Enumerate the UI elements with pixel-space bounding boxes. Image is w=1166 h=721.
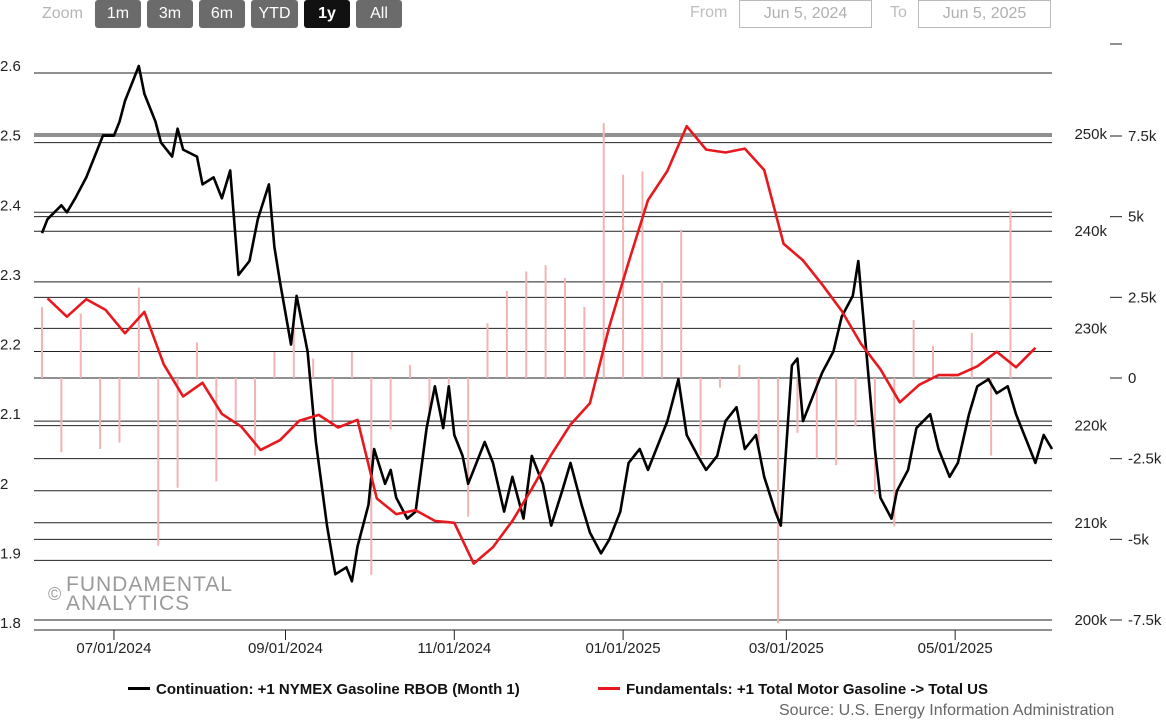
legend-label-price: Continuation: +1 NYMEX Gasoline RBOB (Mo… [156,681,520,698]
y-tick-right-2: 2.5k [1128,289,1157,306]
zoom-1m-button[interactable]: 1m [95,0,141,28]
to-label: To [890,4,907,21]
y-tick-mid-3: 220k [1074,418,1107,435]
y-tick-right-6: -7.5k [1128,612,1162,629]
y-tick-left-6: 2 [0,476,8,493]
y-tick-left-0: 2.6 [0,58,21,75]
x-tick-label-4: 03/01/2025 [749,640,824,657]
chart-legend: Continuation: +1 NYMEX Gasoline RBOB (Mo… [0,681,1166,701]
zoom-1y-button[interactable]: 1y [304,0,350,28]
y-tick-right-3: 0 [1128,370,1136,387]
logo-line-1: FUNDAMENTAL [66,573,233,596]
series-lines [40,64,1054,583]
axes: 2.6 2.5 2.4 2.3 2.2 2.1 2 1.9 1.8 250k 240k 230k 220… [0,43,1162,657]
y-tick-mid-2: 230k [1074,320,1107,337]
source-note: Source: U.S. Energy Information Administ… [779,702,1115,719]
x-tick-label-3: 01/01/2025 [586,640,661,657]
gridlines [34,72,1052,621]
zoom-label: Zoom [42,5,83,22]
zoom-all-button[interactable]: All [356,0,402,28]
y-tick-left-8: 1.8 [0,615,21,632]
chart-toolbar: Zoom 1m 3m 6m YTD 1y All From To [0,0,1166,32]
y-tick-right-0: 7.5k [1128,128,1157,145]
logo-line-2: ANALYTICS [66,592,191,615]
x-tick-label-1: 09/01/2024 [248,640,323,657]
series-line-gasoline-rbob [40,64,1054,583]
y-tick-right-5: -5k [1128,531,1149,548]
zoom-6m-button[interactable]: 6m [199,0,245,28]
legend-label-fundamentals: Fundamentals: +1 Total Motor Gasoline ->… [626,681,988,698]
y-tick-left-4: 2.2 [0,337,21,354]
x-tick-label-5: 05/01/2025 [918,640,993,657]
y-tick-left-2: 2.4 [0,197,21,214]
series-line-motor-gasoline [46,124,1037,565]
y-tick-right-4: -2.5k [1128,451,1162,468]
y-tick-left-3: 2.3 [0,267,21,284]
change-bars [41,123,1012,624]
legend-item-fundamentals[interactable]: Fundamentals: +1 Total Motor Gasoline ->… [598,681,988,698]
x-tick-label-2: 11/01/2024 [417,640,491,657]
copyright-symbol: © [48,584,63,604]
y-tick-mid-5: 200k [1074,612,1107,629]
y-tick-mid-0: 250k [1074,126,1107,143]
legend-item-price[interactable]: Continuation: +1 NYMEX Gasoline RBOB (Mo… [128,681,520,698]
y-tick-left-7: 1.9 [0,545,21,562]
x-tick-label-0: 07/01/2024 [76,640,151,657]
legend-swatch-fundamentals [598,686,620,690]
y-tick-mid-1: 240k [1074,223,1107,240]
chart-plot: 2.6 2.5 2.4 2.3 2.2 2.1 2 1.9 1.8 250k 240k 230k 220… [0,43,1162,657]
zoom-3m-button[interactable]: 3m [147,0,193,28]
y-tick-right-1: 5k [1128,209,1144,226]
y-tick-mid-4: 210k [1074,515,1107,532]
legend-swatch-price [128,686,150,690]
to-date-input[interactable] [918,0,1051,28]
zoom-ytd-button[interactable]: YTD [251,0,298,28]
from-date-input[interactable] [739,0,872,28]
y-tick-left-1: 2.5 [0,128,21,145]
y-tick-left-5: 2.1 [0,406,21,423]
from-label: From [690,4,728,21]
